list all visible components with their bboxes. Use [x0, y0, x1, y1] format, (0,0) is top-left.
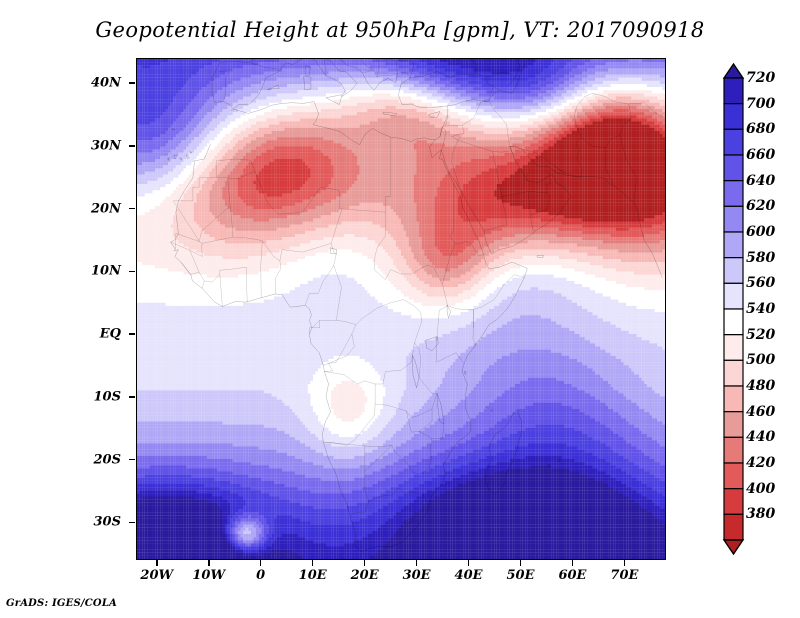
y-axis-label: EQ: [61, 327, 121, 342]
y-axis-label: 10N: [61, 264, 121, 279]
y-axis-label: 10S: [61, 389, 121, 404]
y-axis-tick: [129, 459, 135, 461]
colorbar-tick-label: 460: [746, 404, 775, 420]
grads-credit: GrADS: IGES/COLA: [6, 598, 117, 609]
colorbar-tick-label: 500: [746, 352, 775, 368]
page-title: Geopotential Height at 950hPa [gpm], VT:…: [0, 18, 800, 42]
contour-fill-layer: [137, 59, 665, 559]
colorbar-tick-label: 480: [746, 378, 775, 394]
y-axis-label: 20S: [61, 452, 121, 467]
map-frame: [136, 58, 666, 560]
x-axis-tick: [624, 560, 626, 566]
y-axis-label: 40N: [61, 76, 121, 91]
x-axis-tick: [520, 560, 522, 566]
colorbar-tick-label: 640: [746, 173, 775, 189]
y-axis-tick: [129, 522, 135, 524]
x-axis-tick: [260, 560, 262, 566]
x-axis-tick: [208, 560, 210, 566]
y-axis-tick: [129, 333, 135, 335]
y-axis-tick: [129, 396, 135, 398]
colorbar-tick-label: 540: [746, 301, 775, 317]
x-axis-tick: [468, 560, 470, 566]
y-axis-tick: [129, 208, 135, 210]
colorbar-tick-label: 600: [746, 224, 775, 240]
colorbar-tick-label: 560: [746, 275, 775, 291]
x-axis-tick: [416, 560, 418, 566]
y-axis-label: 30N: [61, 138, 121, 153]
y-axis-tick: [129, 82, 135, 84]
y-axis-tick: [129, 271, 135, 273]
colorbar-tick-label: 620: [746, 198, 775, 214]
x-axis-tick: [312, 560, 314, 566]
colorbar-tick-label: 400: [746, 481, 775, 497]
x-axis-tick: [572, 560, 574, 566]
colorbar-tick-label: 720: [746, 70, 775, 86]
y-axis-label: 30S: [61, 515, 121, 530]
map-canvas: [137, 59, 665, 559]
y-axis-tick: [129, 145, 135, 147]
colorbar-tick-label: 660: [746, 147, 775, 163]
colorbar-swatches: [700, 58, 746, 560]
x-axis-tick: [156, 560, 158, 566]
map-plot-area: [136, 58, 666, 560]
x-axis-label: 70E: [594, 568, 654, 583]
colorbar-tick-label: 520: [746, 327, 775, 343]
colorbar-tick-label: 580: [746, 250, 775, 266]
colorbar-tick-label: 700: [746, 96, 775, 112]
colorbar-tick-label: 420: [746, 455, 775, 471]
colorbar-tick-label: 380: [746, 506, 775, 522]
y-axis-label: 20N: [61, 201, 121, 216]
colorbar: 720 700 680 660 640 620 600 580 560 540 520 500 480 4…: [700, 58, 800, 560]
x-axis-tick: [364, 560, 366, 566]
colorbar-tick-label: 680: [746, 121, 775, 137]
colorbar-tick-label: 440: [746, 429, 775, 445]
